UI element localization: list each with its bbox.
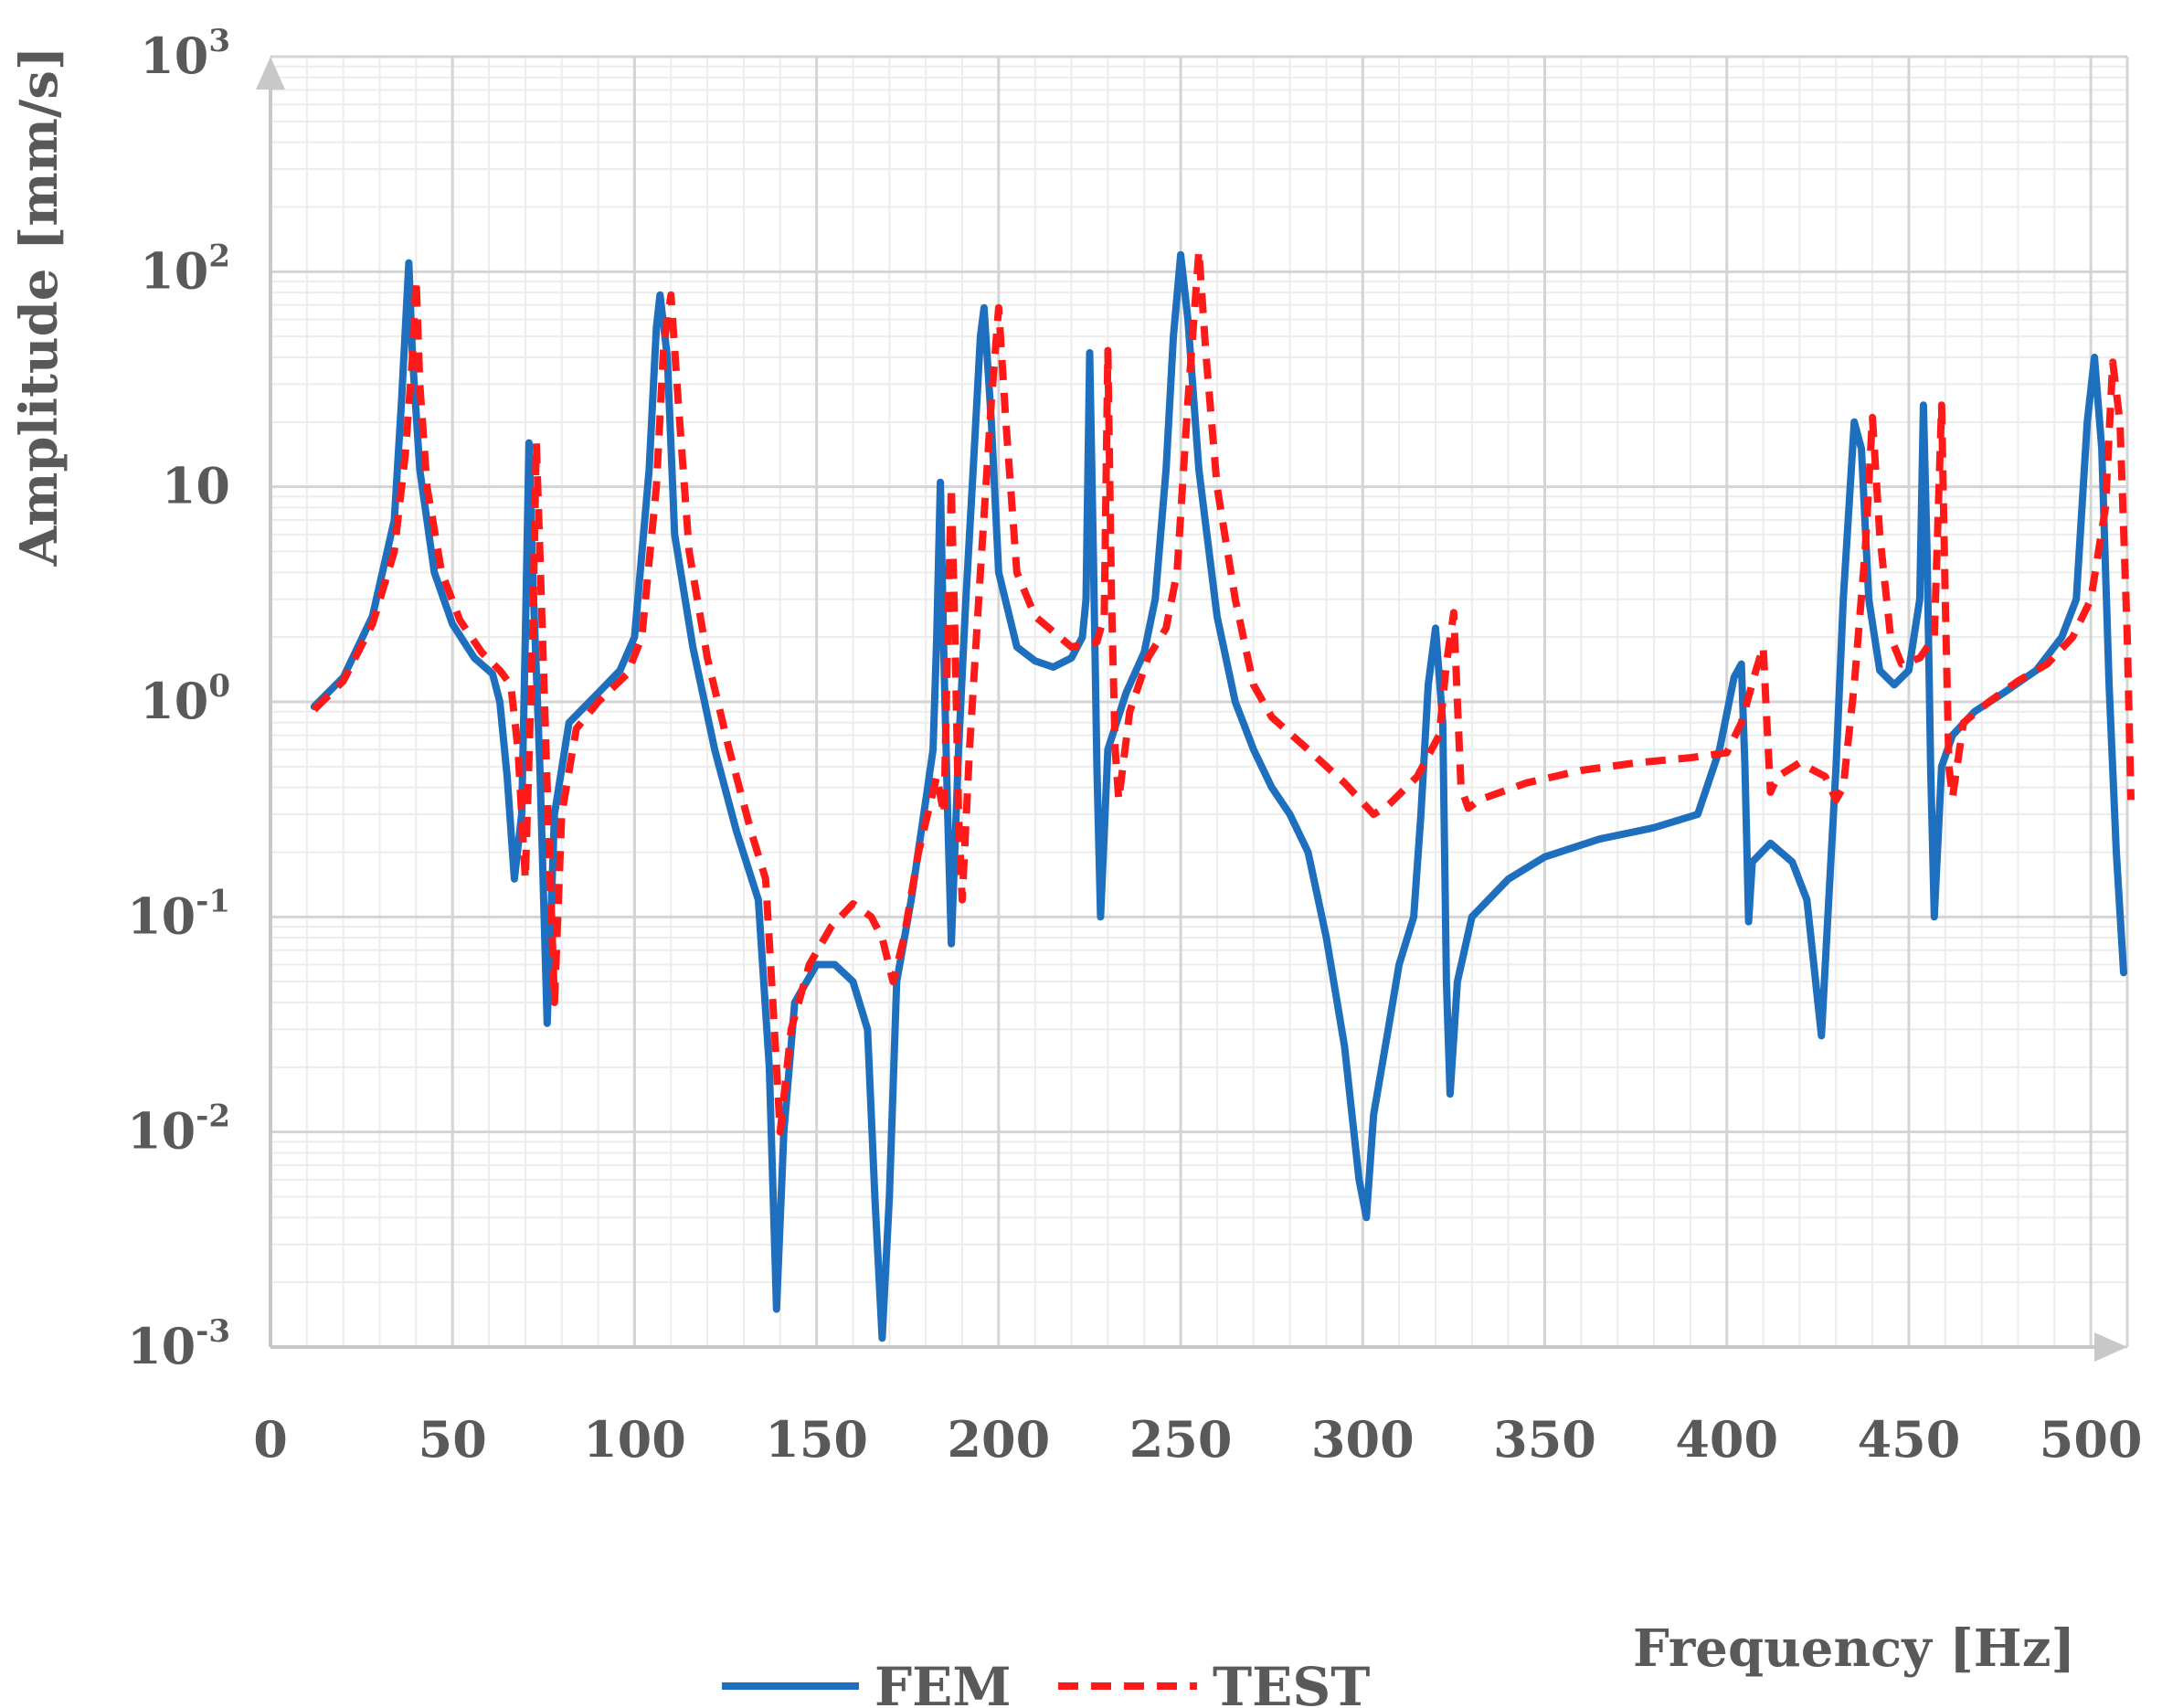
x-tick-label: 150 [765,1410,868,1469]
y-tick-label: 10 [162,457,230,515]
legend: FEM TEST [722,1656,1370,1708]
x-axis-ticks: 0 50 100 150 200 250 300 350 400 450 500 [253,1410,2142,1469]
x-axis-arrow-icon [2094,1332,2127,1362]
y-tick-label: 10-3 [127,1313,230,1375]
y-tick-label: 10-2 [127,1098,230,1161]
axes [256,57,2127,1362]
x-tick-label: 0 [253,1410,288,1469]
x-tick-label: 400 [1675,1410,1778,1469]
legend-label-test: TEST [1213,1656,1370,1708]
y-axis-arrow-icon [256,57,285,90]
x-tick-label: 350 [1493,1410,1596,1469]
y-tick-label: 10-1 [127,883,230,945]
legend-label-fem: FEM [874,1656,1012,1708]
x-tick-label: 100 [583,1410,686,1469]
x-axis-title: Frequency [Hz] [1633,1618,2075,1679]
y-axis-title: Amplitude [mm/s] [9,47,69,568]
y-tick-label: 103 [140,23,230,85]
series-line-test [311,247,2135,1136]
x-tick-label: 300 [1311,1410,1415,1469]
y-axis-ticks: 10-3 10-2 10-1 100 10 102 103 [127,23,230,1375]
x-tick-label: 50 [419,1410,487,1469]
series-line-fem [310,250,2127,1342]
series-layer [310,247,2135,1342]
y-tick-label: 102 [140,238,230,300]
y-tick-label: 100 [140,668,230,730]
x-tick-label: 250 [1129,1410,1233,1469]
x-tick-label: 200 [947,1410,1050,1469]
x-tick-label: 450 [1858,1410,1961,1469]
x-tick-label: 500 [2040,1410,2143,1469]
